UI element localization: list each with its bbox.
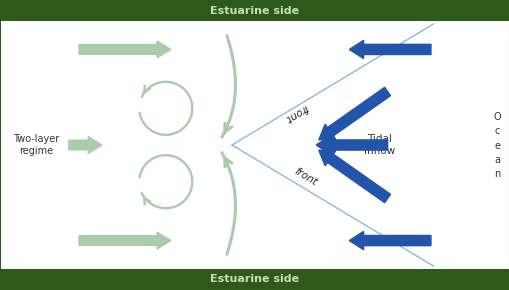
FancyArrow shape: [349, 40, 430, 59]
FancyArrow shape: [318, 150, 390, 203]
Text: Estuarine side: Estuarine side: [210, 6, 299, 16]
FancyArrow shape: [318, 87, 390, 140]
Text: O: O: [493, 112, 500, 122]
Text: front: front: [292, 166, 319, 187]
Text: Tidal
Inflow: Tidal Inflow: [363, 134, 395, 156]
FancyArrow shape: [79, 41, 171, 58]
FancyArrow shape: [316, 136, 387, 154]
Text: e: e: [493, 141, 499, 151]
Bar: [0, 269, 509, 290]
Text: n: n: [493, 169, 499, 179]
Text: c: c: [494, 126, 499, 136]
FancyArrow shape: [349, 231, 430, 250]
Text: a: a: [493, 155, 499, 165]
Bar: [0, 0, 509, 21]
Text: front: front: [282, 103, 308, 124]
FancyArrow shape: [69, 137, 102, 153]
Text: Two-layer
regime: Two-layer regime: [13, 134, 59, 156]
Text: Estuarine side: Estuarine side: [210, 274, 299, 284]
FancyArrow shape: [79, 232, 171, 249]
